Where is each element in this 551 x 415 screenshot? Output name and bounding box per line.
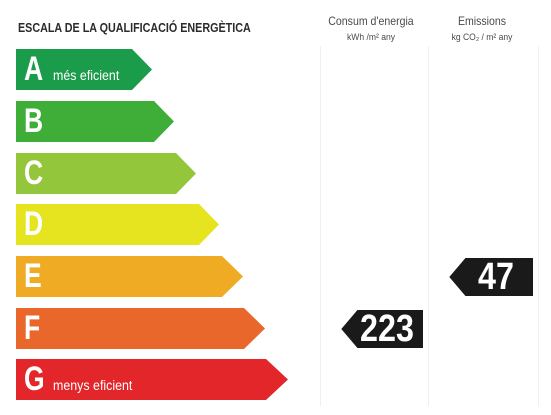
emissions-column-title: Emissions [457,14,507,28]
rating-caption: menys eficient [53,378,133,393]
column-divider [428,46,429,406]
bar-arrow-shape [16,204,219,245]
bar-arrow-shape [16,308,265,349]
energy-column-title: Consum d'energia [328,14,414,28]
energy-value: 223 [360,308,414,350]
rating-letter: D [24,205,44,243]
bar-arrow-shape [16,256,243,297]
bar-arrow-shape [16,101,174,142]
energy-column-unit: kWh /m² any [347,32,395,43]
indicator-arrow-shape [339,308,425,350]
column-divider [320,46,321,406]
emissions-rating-indicator: 47 [447,256,535,298]
emissions-column-header: Emissions kg CO₂ / m² any [432,14,532,43]
energy-column-header: Consum d'energia kWh /m² any [316,14,426,43]
column-divider [538,46,539,406]
rating-letter: B [24,102,44,140]
rating-letter: A [24,50,44,88]
bar-arrow-shape [16,153,196,194]
scale-title: ESCALA DE LA QUALIFICACIÓ ENERGÈTICA [18,21,251,35]
rating-letter: E [24,257,42,295]
emissions-column-unit: kg CO₂ / m² any [451,32,513,43]
bar-arrow-shape [16,49,152,90]
rating-letter: F [24,309,41,347]
bar-arrow-shape [16,359,288,400]
emissions-value: 47 [478,256,514,298]
rating-letter: C [24,154,44,192]
rating-letter: G [24,360,45,398]
rating-caption: més eficient [53,68,120,83]
energy-rating-indicator: 223 [339,308,425,350]
indicator-arrow-shape [447,256,535,298]
